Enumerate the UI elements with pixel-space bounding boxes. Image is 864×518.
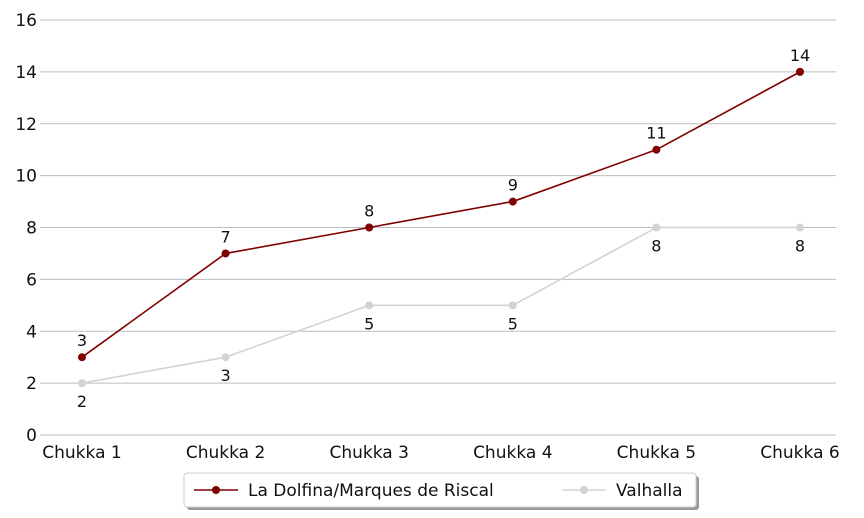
data-label: 3 — [221, 366, 231, 385]
data-point — [365, 301, 374, 310]
data-point — [796, 67, 804, 76]
data-label: 5 — [364, 314, 374, 333]
x-tick-label: Chukka 1 — [42, 443, 121, 463]
x-tick-label: Chukka 4 — [473, 443, 552, 463]
legend: La Dolfina/Marques de Riscal Valhalla — [183, 472, 699, 510]
legend-label: La Dolfina/Marques de Riscal — [248, 481, 494, 501]
legend-label: Valhalla — [616, 481, 683, 501]
data-point — [652, 145, 661, 154]
legend-marker — [212, 486, 220, 494]
series-group — [78, 67, 804, 388]
y-tick-label: 14 — [15, 63, 37, 83]
y-axis-ticks: 0 2 4 6 8 10 12 14 16 — [15, 11, 37, 446]
data-label: 5 — [508, 314, 518, 333]
legend-marker — [580, 486, 588, 494]
x-tick-label: Chukka 3 — [329, 443, 408, 463]
series-line — [81, 71, 801, 358]
data-label: 11 — [646, 124, 666, 143]
data-labels: 2 3 5 5 8 8 3 7 8 9 11 14 — [77, 46, 810, 411]
data-point — [78, 379, 86, 388]
data-point — [508, 301, 517, 310]
series-line — [81, 226, 800, 384]
data-label: 8 — [795, 237, 805, 256]
data-label: 9 — [508, 176, 518, 195]
data-label: 14 — [790, 46, 810, 65]
y-tick-label: 8 — [26, 219, 37, 239]
data-point — [652, 223, 661, 232]
gridlines — [40, 19, 836, 436]
y-tick-label: 16 — [15, 11, 37, 31]
x-axis-ticks: Chukka 1 Chukka 2 Chukka 3 Chukka 4 Chukka 5… — [42, 443, 839, 463]
x-tick-label: Chukka 5 — [617, 443, 696, 463]
data-label: 2 — [77, 392, 87, 411]
data-label: 7 — [221, 227, 231, 246]
y-tick-label: 4 — [26, 322, 37, 342]
data-point — [796, 223, 804, 232]
data-point — [78, 353, 86, 362]
x-tick-label: Chukka 6 — [760, 443, 839, 463]
x-tick-label: Chukka 2 — [186, 443, 265, 463]
y-tick-label: 10 — [15, 167, 37, 187]
data-point — [365, 223, 374, 232]
data-label: 8 — [651, 237, 661, 256]
y-tick-label: 2 — [26, 374, 37, 394]
data-point — [221, 249, 230, 258]
legend-box — [183, 472, 697, 508]
y-tick-label: 12 — [15, 115, 37, 135]
y-tick-label: 6 — [26, 270, 37, 290]
data-label: 3 — [77, 331, 87, 350]
data-point — [221, 353, 230, 362]
data-point — [508, 197, 517, 206]
y-tick-label: 0 — [26, 426, 37, 446]
data-label: 8 — [364, 202, 374, 221]
